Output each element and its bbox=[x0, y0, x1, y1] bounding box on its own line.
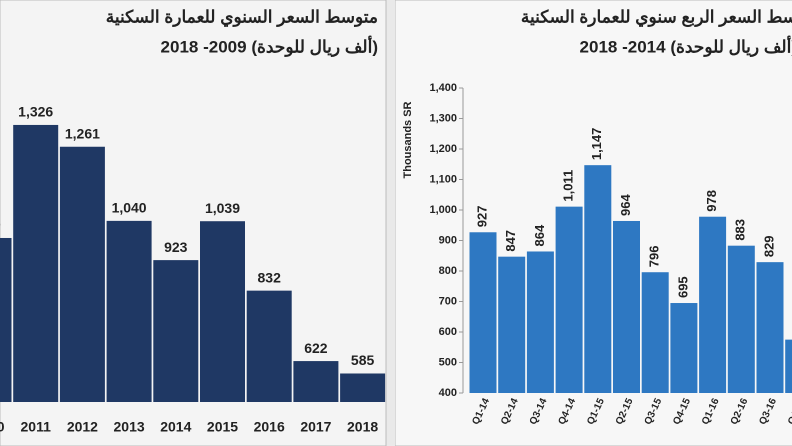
bar bbox=[0, 237, 12, 402]
y-tick-label: 900 bbox=[439, 234, 457, 246]
bar bbox=[555, 206, 583, 393]
value-label: 1,011 bbox=[561, 170, 576, 202]
value-label: 622 bbox=[304, 340, 328, 356]
value-label: 923 bbox=[164, 239, 188, 255]
y-tick-label: 400 bbox=[439, 387, 457, 399]
x-tick-label: 2011 bbox=[21, 419, 52, 435]
bar bbox=[153, 260, 199, 402]
x-tick-label: 2013 bbox=[114, 419, 145, 435]
bar bbox=[670, 303, 698, 393]
value-label: 829 bbox=[761, 235, 776, 257]
x-tick-label: 2018 bbox=[347, 419, 378, 435]
value-label: 832 bbox=[258, 269, 282, 285]
value-label: 989 bbox=[0, 217, 1, 233]
bar bbox=[293, 361, 339, 402]
y-tick-label: 1,200 bbox=[429, 143, 457, 155]
bar bbox=[200, 221, 245, 402]
yearly-chart: متوسط السعر السنوي للعمارة السكنية (ألف … bbox=[0, 0, 387, 446]
bar bbox=[699, 216, 727, 393]
bar bbox=[59, 146, 105, 402]
x-tick-label: 2010 bbox=[0, 419, 5, 435]
bar bbox=[469, 232, 497, 393]
x-tick-label: 2012 bbox=[67, 419, 98, 435]
bar bbox=[340, 373, 386, 402]
value-label: 695 bbox=[675, 276, 690, 298]
y-tick-label: 800 bbox=[439, 265, 457, 277]
bar bbox=[526, 251, 554, 393]
value-label: 585 bbox=[351, 352, 375, 368]
bar bbox=[246, 290, 292, 402]
y-tick-label: 1,100 bbox=[429, 173, 457, 185]
y-tick-label: 1,300 bbox=[429, 112, 457, 124]
value-label: 796 bbox=[647, 246, 662, 268]
value-label: 1,261 bbox=[65, 125, 100, 141]
y-axis-label: Thousands SR bbox=[402, 101, 414, 178]
value-label: 1,147 bbox=[589, 128, 604, 161]
y-tick-label: 1,000 bbox=[429, 204, 457, 216]
quarterly-chart: متوسط السعر الربع سنوي للعمارة السكنية (… bbox=[395, 0, 792, 446]
bar bbox=[498, 256, 526, 393]
bar bbox=[756, 262, 784, 393]
chart-title: متوسط السعر السنوي للعمارة السكنية bbox=[106, 7, 378, 27]
value-label: 883 bbox=[733, 219, 748, 241]
chart-subtitle: (ألف ريال للوحدة) 2009- 2018 bbox=[161, 34, 378, 57]
x-tick-label: 2017 bbox=[300, 419, 331, 435]
value-label: 978 bbox=[704, 190, 719, 212]
bar bbox=[641, 272, 669, 393]
value-label: 864 bbox=[532, 224, 547, 246]
bar bbox=[785, 339, 792, 393]
value-label: 927 bbox=[474, 206, 489, 228]
y-tick-label: 1,400 bbox=[429, 82, 457, 94]
bar bbox=[727, 245, 755, 393]
value-label: 575 bbox=[790, 313, 792, 335]
bar bbox=[613, 220, 640, 393]
value-label: 1,039 bbox=[205, 200, 240, 216]
y-tick-label: 700 bbox=[439, 295, 457, 307]
bar bbox=[106, 220, 152, 402]
y-tick-label: 500 bbox=[439, 356, 457, 368]
value-label: 847 bbox=[503, 230, 518, 252]
value-label: 1,326 bbox=[18, 104, 53, 120]
bar bbox=[584, 165, 612, 393]
x-tick-label: 2015 bbox=[207, 419, 238, 435]
value-label: 1,040 bbox=[112, 200, 147, 216]
x-tick-label: 2016 bbox=[254, 419, 285, 435]
bar bbox=[13, 124, 59, 402]
x-tick-label: 2014 bbox=[160, 419, 191, 435]
y-tick-label: 600 bbox=[439, 326, 457, 338]
chart-title: متوسط السعر الربع سنوي للعمارة السكنية bbox=[521, 7, 792, 27]
chart-subtitle: (ألف ريال للوحدة) 2014- 2018 bbox=[580, 34, 792, 57]
value-label: 964 bbox=[618, 194, 633, 216]
